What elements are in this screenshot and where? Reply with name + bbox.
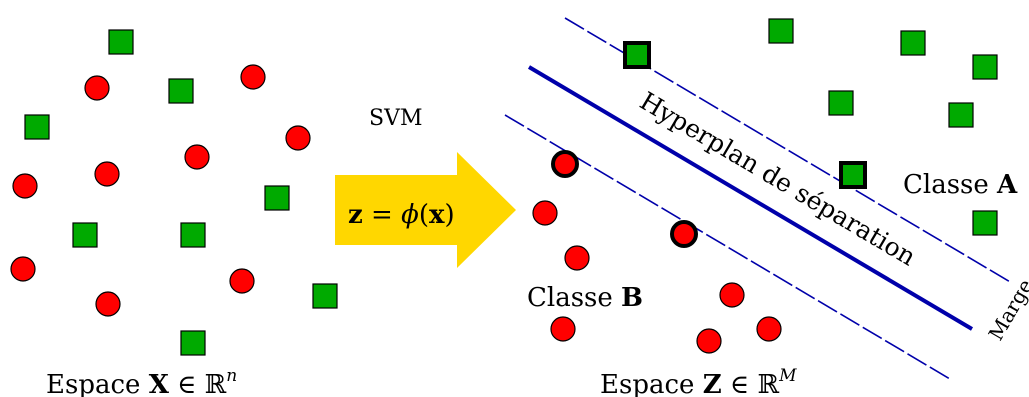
transformation-arrow: SVM z = ϕ(x) xyxy=(335,106,516,268)
feature-space-caption: Espace Z ∈ ℝM xyxy=(600,366,797,397)
class-b-label: Classe B xyxy=(527,283,643,313)
green-point xyxy=(180,222,206,248)
green-support-vector xyxy=(623,41,651,69)
input-space-caption: Espace X ∈ ℝn xyxy=(46,366,237,397)
red-point xyxy=(84,75,110,101)
red-point xyxy=(10,256,36,282)
class-a-label: Classe A xyxy=(903,170,1018,200)
input-space: Espace X ∈ ℝn xyxy=(10,29,338,397)
red-point xyxy=(532,200,558,226)
green-point xyxy=(24,114,50,140)
red-support-vector xyxy=(551,150,579,178)
green-point xyxy=(72,222,98,248)
red-point xyxy=(696,328,722,354)
green-point xyxy=(972,54,998,80)
green-point xyxy=(768,18,794,44)
margin-label: Marge xyxy=(984,275,1029,345)
red-point xyxy=(285,125,311,151)
lower-margin-line xyxy=(504,114,951,380)
red-point xyxy=(12,173,38,199)
green-point xyxy=(948,102,974,128)
green-point xyxy=(312,283,338,309)
green-point xyxy=(828,90,854,116)
green-point xyxy=(900,30,926,56)
red-point xyxy=(94,161,120,187)
green-point xyxy=(168,78,194,104)
green-point xyxy=(180,330,206,356)
red-support-vector xyxy=(670,220,698,248)
red-point xyxy=(95,291,121,317)
green-point xyxy=(264,185,290,211)
red-point xyxy=(550,316,576,342)
arrow-shape xyxy=(335,152,516,268)
green-point xyxy=(108,29,134,55)
red-point xyxy=(240,64,266,90)
red-point xyxy=(756,316,782,342)
mapping-formula: z = ϕ(x) xyxy=(348,200,455,230)
green-support-vector xyxy=(839,161,867,189)
red-point xyxy=(719,282,745,308)
separating-hyperplane xyxy=(527,65,974,331)
feature-space: Hyperplan de séparation Marge Classe A C… xyxy=(504,17,1029,397)
svm-label: SVM xyxy=(369,106,423,131)
red-point xyxy=(229,268,255,294)
red-point xyxy=(564,245,590,271)
green-point xyxy=(972,210,998,236)
red-point xyxy=(184,144,210,170)
